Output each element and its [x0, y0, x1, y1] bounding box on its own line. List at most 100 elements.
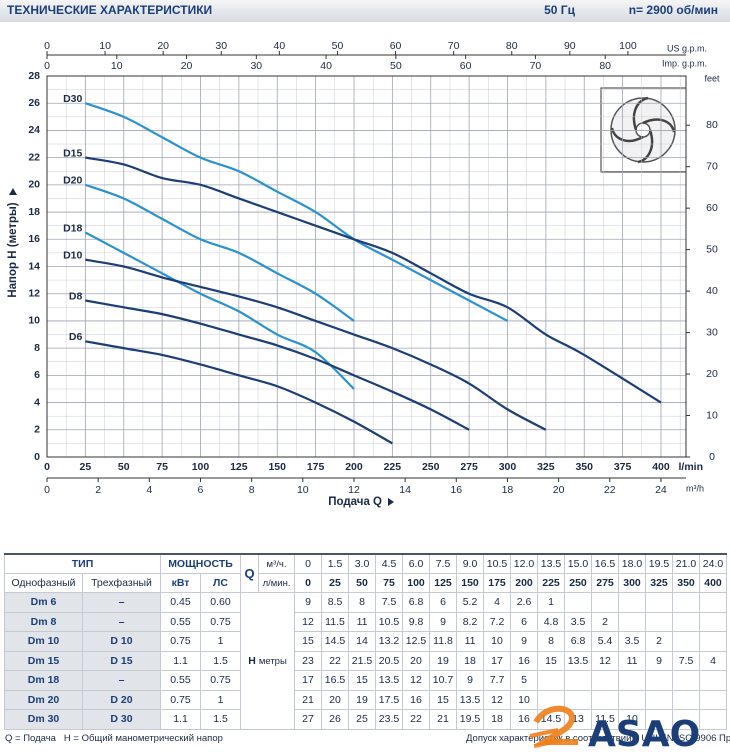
head-cell — [699, 592, 728, 613]
x4-axis-label: m³/h — [686, 483, 704, 493]
x2-tick-label: 10 — [99, 40, 111, 52]
x2-tick-label: 30 — [215, 40, 227, 52]
x-axis-title: Подача Q — [328, 496, 382, 508]
y-tick-label: 2 — [34, 424, 40, 436]
y-tick-label: 18 — [28, 206, 40, 218]
x4-tick-label: 16 — [450, 484, 462, 496]
head-cell: 5.2 — [456, 592, 485, 613]
x4-tick-label: 6 — [198, 484, 204, 496]
flow-cell: 15.0 — [564, 553, 593, 574]
head-cell: 11.8 — [429, 631, 458, 652]
power-cell: 1 — [200, 689, 242, 710]
subheader-cell: ЛС — [200, 573, 242, 593]
x-tick-label: 150 — [268, 461, 286, 473]
flow-cell: 50 — [348, 573, 377, 593]
y-tick-label: 4 — [34, 396, 40, 408]
head-cell — [618, 592, 647, 613]
x2-tick-label: 80 — [506, 40, 518, 52]
flow-cell: 0 — [294, 553, 323, 574]
head-cell — [564, 592, 593, 613]
model-cell: Dm 15 — [4, 650, 83, 671]
flow-cell: 400 — [699, 573, 728, 593]
head-cell: 10 — [483, 631, 512, 652]
head-cell: 10.5 — [375, 611, 404, 632]
x3-tick-label: 80 — [599, 60, 611, 72]
flow-cell: 150 — [456, 573, 485, 593]
y2-tick-label: 80 — [706, 119, 718, 131]
flow-cell: 10.5 — [483, 553, 512, 574]
model-cell: Dm 8 — [4, 611, 83, 632]
header-cell: МОЩНОСТЬ — [160, 553, 242, 574]
model-cell: Dm 30 — [4, 709, 83, 730]
x3-tick-label: 40 — [320, 60, 332, 72]
head-cell: 13.5 — [456, 689, 485, 710]
flow-cell: 25 — [321, 573, 350, 593]
x3-tick-label: 20 — [181, 60, 193, 72]
head-cell — [699, 670, 728, 691]
head-cell: 9.8 — [402, 611, 431, 632]
header-title: ТЕХНИЧЕСКИЕ ХАРАКТЕРИСТИКИ — [7, 3, 212, 17]
head-cell — [699, 611, 728, 632]
curve-label: D30 — [63, 93, 82, 105]
head-cell: 9 — [294, 592, 323, 613]
y2-tick-label: 60 — [706, 202, 718, 214]
model-cell: Dm 10 — [4, 631, 83, 652]
flow-cell: 16.5 — [591, 553, 620, 574]
head-cell: 6.8 — [564, 631, 593, 652]
flow-cell: 4.5 — [375, 553, 404, 574]
head-cell: 8 — [348, 592, 377, 613]
head-cell: 2 — [645, 631, 674, 652]
power-cell: 0.60 — [200, 592, 242, 613]
head-cell: 11 — [456, 631, 485, 652]
head-cell: 18 — [483, 709, 512, 730]
head-cell: 14 — [348, 631, 377, 652]
model-cell: – — [81, 592, 162, 613]
x-unit-label: l/min — [678, 461, 703, 473]
y-tick-label: 16 — [28, 233, 40, 245]
flow-cell: 125 — [429, 573, 458, 593]
head-cell: 5.4 — [591, 631, 620, 652]
table-row: Dm 15 D 15 1.1 1.5 23 22 21.5 20.5 20 19 18 17 16 15 1… — [4, 650, 728, 671]
head-cell: 25 — [348, 709, 377, 730]
head-cell: 23.5 — [375, 709, 404, 730]
y-tick-label: 24 — [28, 124, 40, 136]
x-tick-label: 275 — [460, 461, 478, 473]
h-label: H — [248, 654, 256, 667]
x2-tick-label: 100 — [619, 40, 637, 52]
h-unit: метры — [258, 655, 287, 667]
head-cell: 20 — [321, 689, 350, 710]
head-cell: 7.5 — [375, 592, 404, 613]
subheader-cell: Однофазный — [4, 573, 83, 593]
flow-cell: 175 — [483, 573, 512, 593]
x-tick-label: 400 — [652, 461, 670, 473]
curve — [85, 102, 509, 322]
head-cell: 20.5 — [375, 650, 404, 671]
head-cell — [618, 611, 647, 632]
x-tick-label: 200 — [345, 461, 363, 473]
y2-tick-label: 20 — [706, 368, 718, 380]
head-cell: 12 — [483, 689, 512, 710]
y-tick-label: 0 — [34, 451, 40, 463]
head-cell — [591, 592, 620, 613]
curve-label: D15 — [63, 147, 82, 159]
head-cell: 11.5 — [591, 709, 620, 730]
head-cell: 3.5 — [564, 611, 593, 632]
x3-tick-label: 50 — [390, 60, 402, 72]
power-cell: 0.75 — [160, 689, 202, 710]
y2-axis-label: feet — [704, 73, 720, 83]
head-cell — [672, 611, 701, 632]
logo-text: ASAO — [588, 714, 700, 752]
power-cell: 1.5 — [200, 650, 242, 671]
header-bar — [0, 0, 730, 22]
x-tick-label: 25 — [80, 461, 92, 473]
flow-cell: 19.5 — [645, 553, 674, 574]
head-cell: 12 — [402, 670, 431, 691]
head-cell — [591, 670, 620, 691]
head-cell: 11.5 — [321, 611, 350, 632]
plot-frame — [46, 75, 687, 458]
head-cell: 22 — [321, 650, 350, 671]
head-cell: 12 — [294, 611, 323, 632]
curve-label: D18 — [63, 222, 82, 234]
